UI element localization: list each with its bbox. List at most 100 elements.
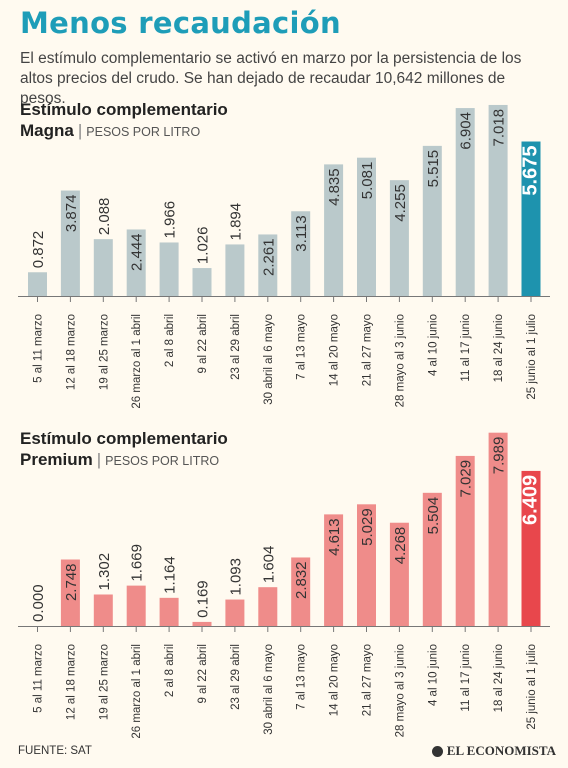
bar-15	[521, 470, 541, 626]
value-label-2: 2.088	[96, 198, 113, 236]
category-label-1: 12 al 18 marzo	[65, 644, 77, 720]
page-subtitle: El estímulo complementario se activó en …	[20, 50, 522, 107]
category-label-3: 26 marzo al 1 abril	[131, 314, 143, 409]
category-label-14: 18 al 24 junio	[493, 314, 505, 382]
value-label-12: 5.515	[425, 150, 442, 188]
category-label-5: 9 al 22 abril	[197, 314, 209, 373]
value-label-7: 1.604	[260, 546, 277, 584]
magna-bar-chart: 0.872 5 al 11 marzo 3.874 12 al 18 marzo 2.0…	[18, 104, 550, 409]
value-label-3: 2.444	[129, 233, 146, 271]
chart-title-line1: Estímulo complementario	[20, 429, 228, 448]
bar-6	[225, 599, 245, 626]
category-label-8: 7 al 13 mayo	[296, 314, 308, 380]
category-label-13: 11 al 17 junio	[460, 644, 472, 712]
category-label-11: 28 mayo al 3 junio	[394, 314, 406, 407]
bar-15	[521, 141, 541, 296]
category-label-7: 30 abril al 6 mayo	[263, 644, 275, 735]
value-label-2: 1.302	[96, 553, 113, 591]
bar-11	[389, 522, 409, 626]
brand-seal-icon	[431, 745, 443, 757]
bar-4	[159, 597, 179, 626]
category-label-12: 4 al 10 junio	[427, 644, 439, 706]
chart-title-line1: Estímulo complementario	[20, 100, 228, 119]
category-label-15: 25 junio al 1 julio	[526, 644, 538, 730]
category-label-4: 2 al 8 abril	[164, 314, 176, 367]
value-label-13: 7.029	[458, 460, 475, 498]
value-label-9: 4.835	[326, 168, 343, 206]
value-label-11: 4.268	[392, 527, 409, 565]
bar-10	[357, 157, 376, 296]
value-label-9: 4.613	[326, 518, 343, 556]
value-label-14: 7.018	[491, 109, 508, 147]
bar-9	[324, 164, 344, 296]
category-label-10: 21 al 27 mayo	[362, 644, 374, 716]
category-label-0: 5 al 11 marzo	[33, 314, 45, 383]
chart-unit: PESOS POR LITRO	[105, 454, 220, 468]
category-label-6: 23 al 29 abril	[230, 314, 242, 380]
value-label-0: 0.000	[30, 584, 47, 622]
value-label-11: 4.255	[392, 184, 409, 222]
bar-7	[258, 587, 278, 626]
bar-14	[488, 104, 508, 297]
chart-title-line2: Magna	[20, 121, 74, 140]
chart-unit: PESOS POR LITRO	[86, 125, 201, 139]
value-label-5: 1.026	[195, 227, 212, 265]
value-label-15: 5.675	[520, 146, 542, 196]
category-label-2: 19 al 25 marzo	[98, 644, 110, 720]
value-label-1: 3.874	[63, 195, 80, 233]
bar-8	[291, 211, 311, 296]
value-label-10: 5.029	[359, 508, 376, 546]
bar-0	[28, 272, 47, 296]
bar-3	[126, 585, 146, 626]
bar-1	[60, 559, 80, 626]
bar-2	[93, 239, 113, 296]
chart-title-magna: Estímulo complementario Magna | PESOS POR …	[20, 100, 228, 140]
bar-8	[291, 557, 311, 626]
bar-1	[60, 190, 80, 296]
value-label-0: 0.872	[30, 231, 47, 269]
value-label-7: 2.261	[260, 238, 277, 276]
value-label-6: 1.894	[227, 203, 244, 241]
category-label-5: 9 al 22 abril	[197, 644, 209, 703]
value-label-6: 1.093	[227, 558, 244, 596]
value-label-4: 1.966	[162, 201, 179, 239]
bar-5	[192, 621, 212, 626]
bar-12	[422, 492, 442, 626]
bar-11	[389, 180, 409, 296]
bar-12	[422, 145, 442, 296]
value-label-15: 6.409	[520, 475, 542, 525]
chart-title-premium: Estímulo complementario Premium | PESOS PO…	[20, 429, 228, 469]
value-label-5: 0.169	[195, 580, 212, 618]
category-label-10: 21 al 27 mayo	[362, 314, 374, 386]
category-label-14: 18 al 24 junio	[493, 644, 505, 712]
category-label-4: 2 al 8 abril	[164, 644, 176, 697]
category-label-6: 23 al 29 abril	[230, 644, 242, 710]
category-label-9: 14 al 20 mayo	[329, 314, 341, 386]
bar-4	[159, 242, 179, 296]
category-label-9: 14 al 20 mayo	[329, 644, 341, 716]
value-label-8: 3.113	[293, 215, 310, 251]
bar-9	[324, 514, 344, 626]
bar-3	[126, 229, 146, 296]
category-label-13: 11 al 17 junio	[460, 314, 472, 382]
brand-name: EL ECONOMISTA	[446, 743, 556, 758]
value-label-8: 2.832	[293, 561, 310, 599]
value-label-1: 2.748	[63, 564, 80, 602]
bar-10	[357, 504, 376, 626]
category-label-7: 30 abril al 6 mayo	[263, 314, 275, 405]
premium-bar-chart: 0.000 5 al 11 marzo 2.748 12 al 18 marzo 1.3…	[18, 432, 550, 739]
value-label-4: 1.164	[162, 556, 179, 594]
bar-7	[258, 234, 278, 296]
category-label-12: 4 al 10 junio	[427, 314, 439, 376]
bar-13	[455, 455, 475, 626]
source-note: FUENTE: SAT	[18, 745, 92, 757]
bar-13	[455, 108, 475, 297]
value-label-3: 1.669	[129, 544, 146, 582]
bar-2	[93, 594, 113, 626]
value-label-10: 5.081	[359, 162, 376, 200]
value-label-13: 6.904	[458, 112, 475, 150]
page-title: Menos recaudación	[20, 6, 341, 40]
category-label-0: 5 al 11 marzo	[33, 644, 45, 713]
value-label-12: 5.504	[425, 497, 442, 535]
category-label-15: 25 junio al 1 julio	[526, 314, 538, 400]
